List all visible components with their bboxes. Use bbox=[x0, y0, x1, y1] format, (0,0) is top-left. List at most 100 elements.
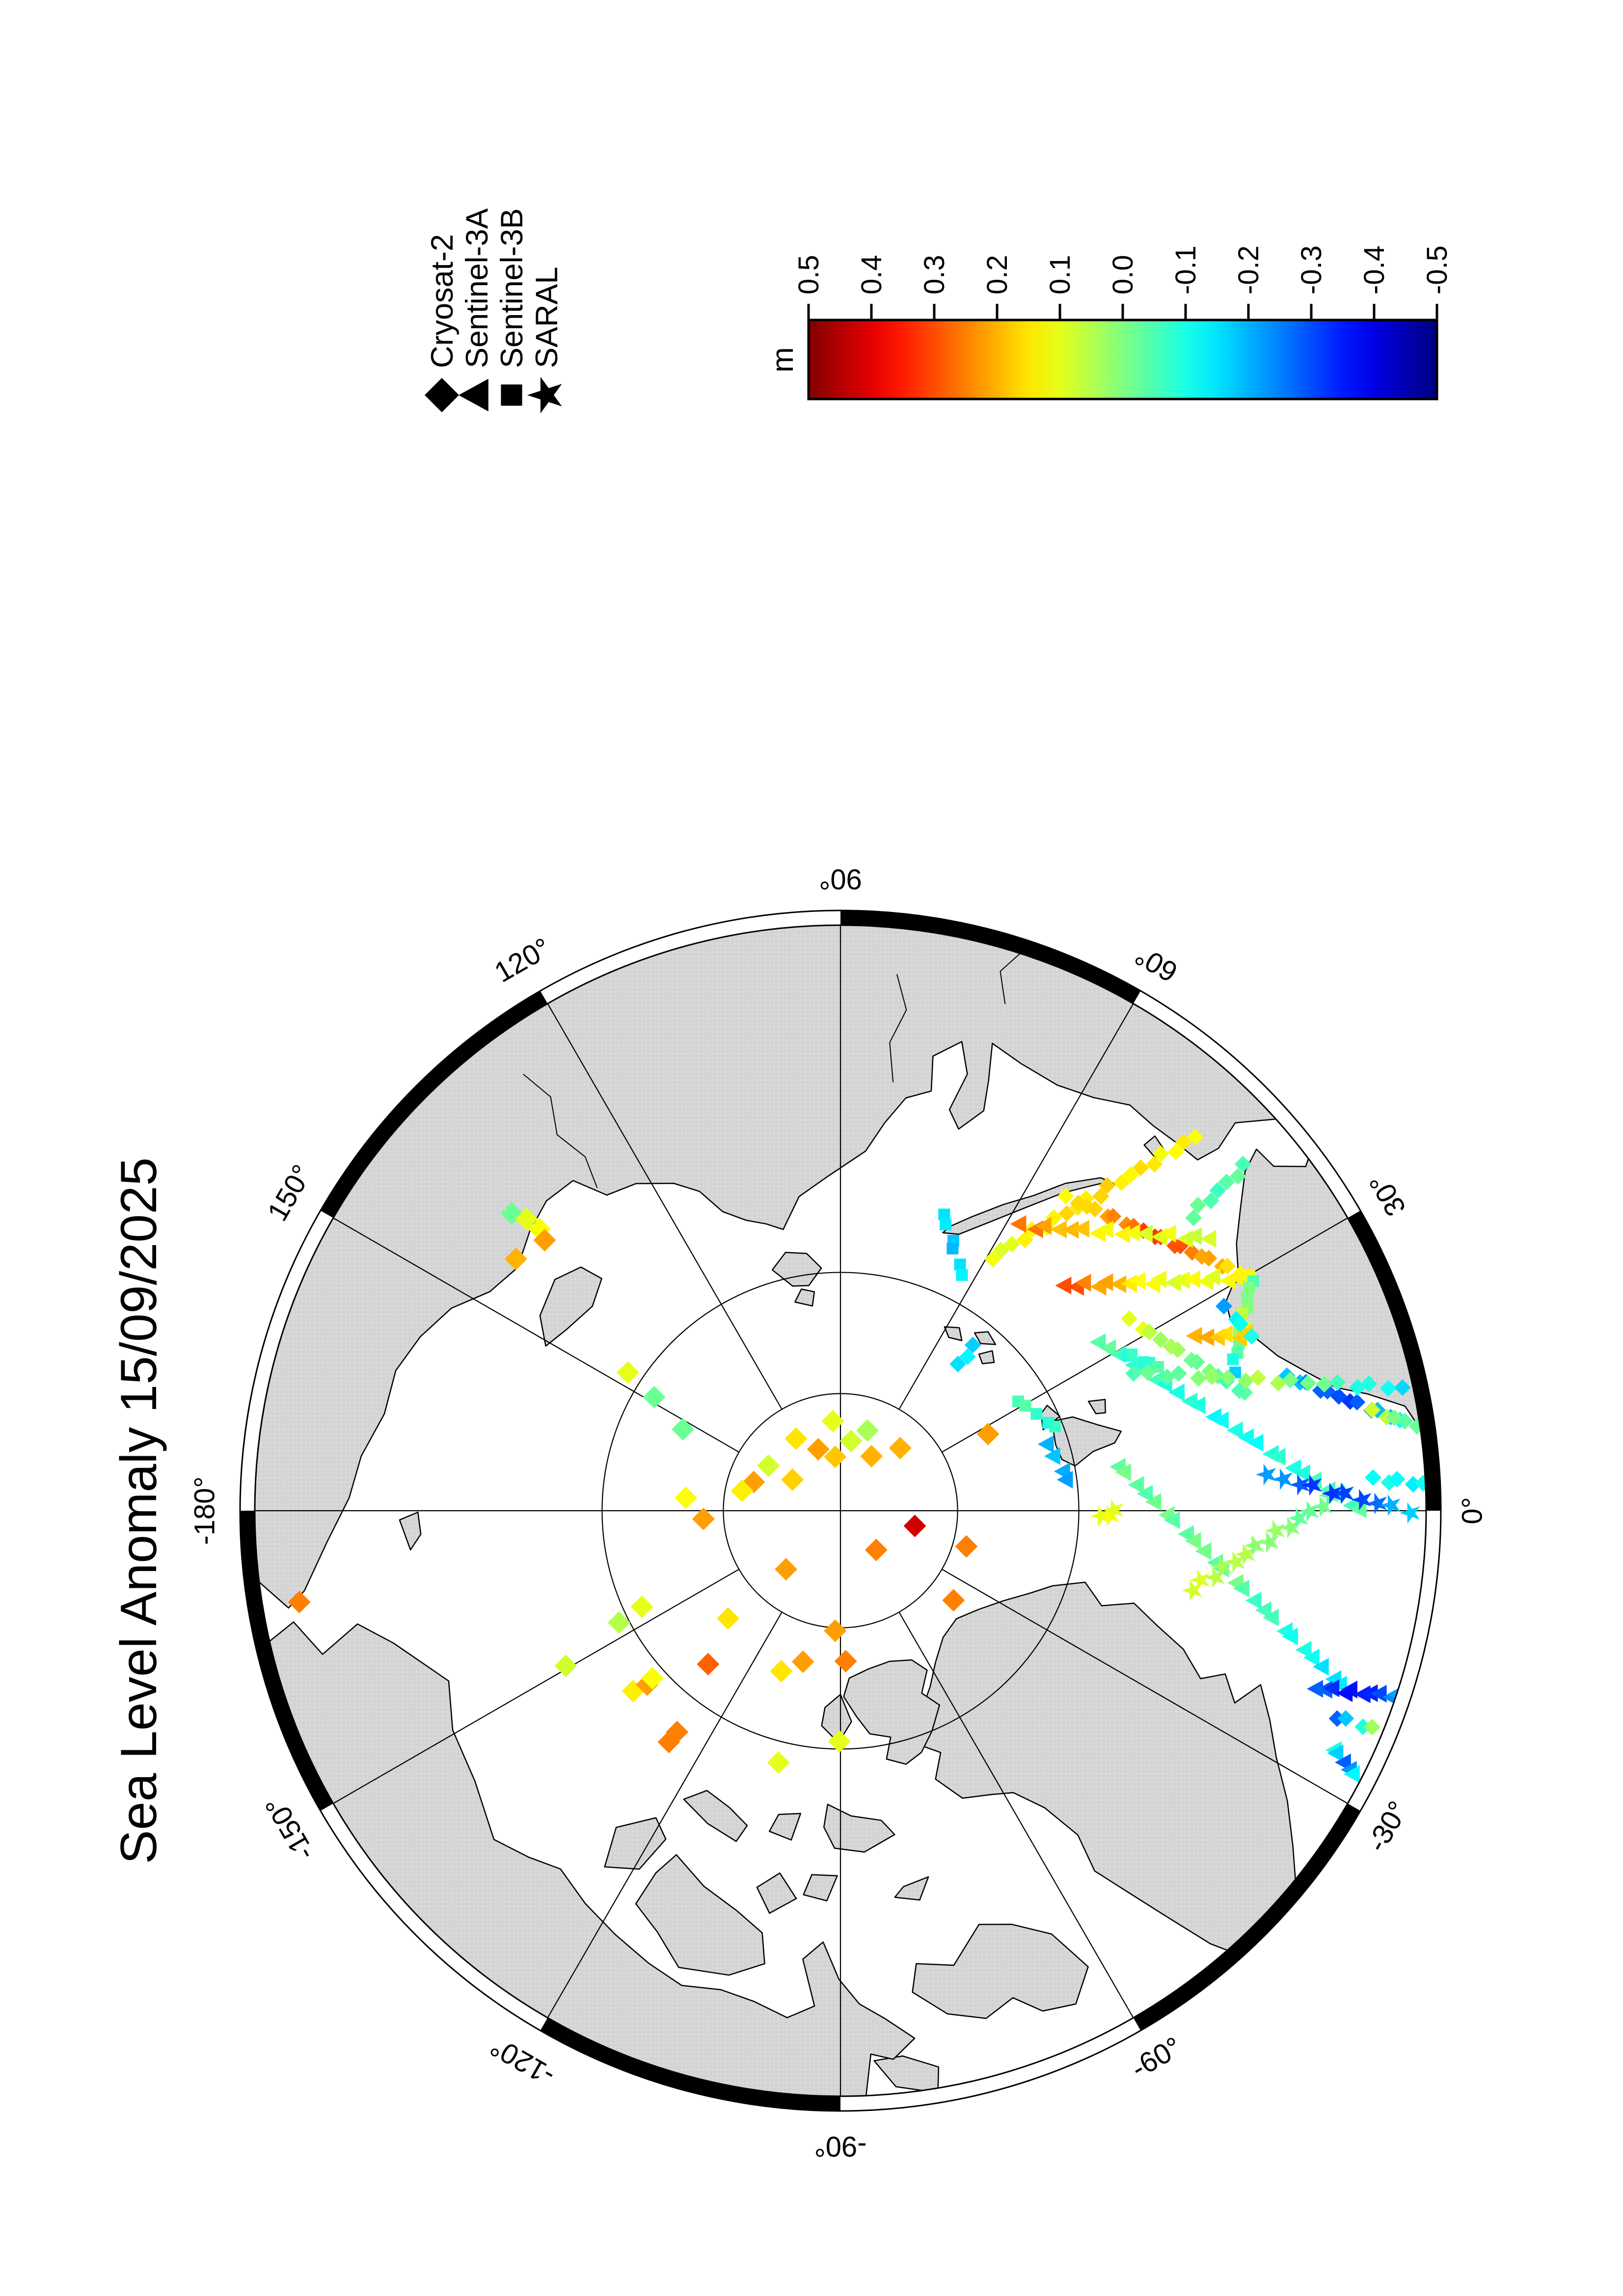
track-marker bbox=[1136, 1225, 1153, 1243]
longitude-label-150: 150° bbox=[261, 1159, 318, 1226]
track-marker bbox=[1186, 1227, 1202, 1245]
track-marker bbox=[1078, 1190, 1095, 1207]
track-marker bbox=[1152, 1331, 1169, 1348]
sla-point bbox=[288, 1591, 311, 1614]
track-marker bbox=[993, 1242, 1009, 1259]
land-layer bbox=[255, 925, 1426, 2096]
longitude-label-30: 30° bbox=[1363, 1168, 1412, 1221]
track-marker bbox=[1263, 1608, 1279, 1627]
meridian-330 bbox=[942, 1569, 1348, 1804]
sla-point bbox=[791, 1650, 814, 1673]
track-marker bbox=[1152, 1145, 1169, 1162]
satellite-track-20 bbox=[1090, 1499, 1124, 1527]
track-marker bbox=[1089, 1333, 1106, 1351]
track-marker bbox=[1044, 1447, 1060, 1465]
satellite-track-12 bbox=[1182, 1482, 1354, 1602]
landmass-svalbard bbox=[1053, 1416, 1122, 1467]
landmass-severnaya_zemlya_2 bbox=[794, 1288, 815, 1307]
longitude-label-90: 90° bbox=[819, 863, 862, 895]
longitude-label-0: 0° bbox=[1456, 1497, 1488, 1524]
satellite-track-7 bbox=[1186, 1324, 1253, 1347]
sla-point bbox=[692, 1507, 715, 1530]
satellite-track-25 bbox=[1125, 1364, 1411, 1397]
track-marker bbox=[1035, 1217, 1052, 1235]
satellite-track-23 bbox=[1012, 1395, 1061, 1433]
landmass-greenland bbox=[913, 1581, 1309, 1965]
track-marker bbox=[1190, 1197, 1207, 1214]
track-marker bbox=[1229, 1168, 1246, 1185]
track-marker bbox=[1187, 1128, 1204, 1146]
track-marker bbox=[1118, 1216, 1136, 1233]
sla-point bbox=[824, 1619, 847, 1642]
track-marker bbox=[1299, 1374, 1317, 1391]
track-marker bbox=[1312, 1495, 1332, 1518]
colorbar-tick-label: 0.5 bbox=[793, 255, 825, 294]
track-marker bbox=[1182, 1579, 1202, 1602]
square-icon bbox=[501, 384, 522, 406]
track-marker bbox=[1190, 1370, 1207, 1387]
colorbar-tick-label: -0.1 bbox=[1170, 245, 1202, 294]
sla-point bbox=[784, 1427, 808, 1450]
sla-point bbox=[942, 1589, 965, 1612]
ring-black-segment bbox=[240, 1511, 333, 1811]
track-marker bbox=[1258, 1531, 1279, 1553]
track-marker bbox=[1265, 1520, 1285, 1542]
satellite-track-5 bbox=[1185, 1155, 1251, 1227]
track-marker bbox=[1099, 1177, 1116, 1194]
sla-point bbox=[824, 1445, 847, 1468]
track-marker bbox=[1055, 1277, 1072, 1295]
track-marker bbox=[956, 1269, 968, 1281]
track-marker bbox=[1195, 1542, 1212, 1560]
track-marker bbox=[1236, 1384, 1253, 1401]
track-marker bbox=[1282, 1371, 1299, 1388]
track-marker bbox=[1115, 1463, 1131, 1481]
landmass-ellesmere bbox=[843, 1659, 941, 1765]
sla-point bbox=[767, 1751, 790, 1774]
track-marker bbox=[1105, 1208, 1122, 1225]
track-marker bbox=[1139, 1364, 1156, 1381]
sla-point bbox=[757, 1454, 780, 1477]
satellite-track-15 bbox=[1364, 1469, 1426, 1493]
track-marker bbox=[1188, 1353, 1205, 1370]
track-marker bbox=[1057, 1187, 1074, 1204]
track-marker bbox=[1399, 1502, 1420, 1524]
track-marker bbox=[1160, 1225, 1176, 1243]
track-marker bbox=[1354, 1718, 1372, 1735]
satellite-track-14 bbox=[1364, 1401, 1426, 1435]
track-marker bbox=[1145, 1493, 1162, 1511]
track-marker bbox=[1056, 1470, 1073, 1489]
track-marker bbox=[1216, 1298, 1232, 1315]
satellite-track-22 bbox=[949, 1336, 981, 1373]
sla-point bbox=[976, 1422, 1000, 1445]
sla-point bbox=[821, 1410, 844, 1433]
legend-label: SARAL bbox=[530, 267, 564, 368]
track-marker bbox=[1321, 1483, 1342, 1504]
track-marker bbox=[1316, 1376, 1333, 1393]
track-marker bbox=[1016, 1231, 1033, 1249]
colorbar-tick-label: 0.4 bbox=[856, 255, 888, 294]
track-marker bbox=[1150, 1270, 1167, 1288]
legend-label: Sentinel-3A bbox=[460, 208, 494, 368]
track-marker bbox=[1097, 1221, 1114, 1239]
track-marker bbox=[1234, 1155, 1251, 1173]
graticule-layer bbox=[255, 925, 1426, 2096]
satellite-track-0 bbox=[984, 1128, 1204, 1268]
track-marker bbox=[1312, 1657, 1329, 1676]
longitude-label--90: -90° bbox=[814, 2131, 866, 2163]
sla-point bbox=[505, 1248, 528, 1271]
sla-point bbox=[675, 1486, 698, 1509]
legend-label: Sentinel-3B bbox=[495, 208, 529, 368]
sla-point bbox=[515, 1207, 538, 1230]
track-marker bbox=[1294, 1464, 1310, 1482]
track-marker bbox=[1203, 1368, 1220, 1385]
landmass-axel_heiberg bbox=[821, 1694, 852, 1743]
track-marker bbox=[1189, 1569, 1210, 1591]
landmass-baffin bbox=[912, 1923, 1089, 2019]
track-marker bbox=[1354, 1685, 1371, 1703]
track-layer bbox=[938, 1128, 1426, 1783]
colorbar-tick-label: 0.3 bbox=[919, 255, 950, 294]
sla-point bbox=[955, 1535, 978, 1558]
